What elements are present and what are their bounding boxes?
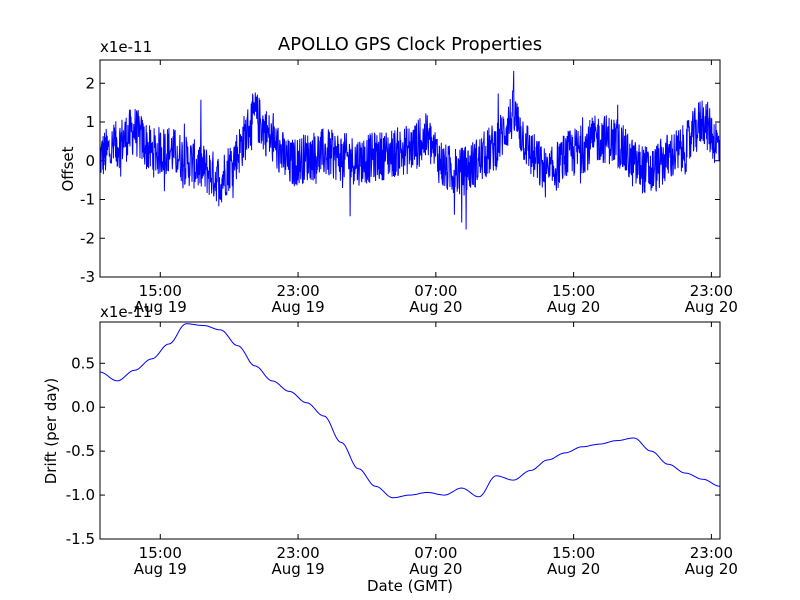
y-tick-label: 0	[85, 152, 95, 170]
x-tick-date-label: Aug 20	[409, 298, 462, 316]
x-tick-date-label: Aug 19	[134, 298, 187, 316]
x-tick-time-label: 23:00	[276, 544, 319, 562]
y-tick-label: 0.5	[71, 354, 95, 372]
drift-panel: x1e-11 Drift (per day) -1.5 -1.0 -0.5 0.0 0.…	[42, 303, 738, 578]
drift-series-line	[99, 323, 721, 499]
y-tick-label: -3	[80, 268, 95, 286]
x-tick-date-label: Aug 20	[547, 298, 600, 316]
x-tick-time-label: 07:00	[414, 282, 457, 300]
figure-title: APOLLO GPS Clock Properties	[278, 34, 542, 55]
x-tick-time-label: 15:00	[552, 544, 595, 562]
x-tick-time-label: 23:00	[690, 282, 733, 300]
offset-multiplier-text: x1e-11	[100, 38, 152, 56]
drift-ylabel: Drift (per day)	[42, 378, 60, 485]
offset-series-line	[99, 70, 721, 230]
offset-axes-frame	[99, 59, 721, 278]
x-tick-time-label: 15:00	[139, 282, 182, 300]
x-tick-date-label: Aug 19	[271, 298, 324, 316]
drift-axes-frame	[99, 321, 721, 540]
x-tick-date-label: Aug 19	[134, 560, 187, 578]
y-tick-label: 1	[85, 113, 95, 131]
offset-ylabel: Offset	[59, 146, 77, 191]
x-tick-date-label: Aug 19	[271, 560, 324, 578]
x-tick-time-label: 23:00	[276, 282, 319, 300]
x-tick-date-label: Aug 20	[547, 560, 600, 578]
x-tick-date-label: Aug 20	[685, 560, 738, 578]
y-tick-label: 0.0	[71, 398, 95, 416]
y-tick-label: -0.5	[66, 442, 95, 460]
x-tick-time-label: 23:00	[690, 544, 733, 562]
y-tick-label: -1.5	[66, 530, 95, 548]
y-tick-label: -1.0	[66, 486, 95, 504]
y-tick-label: 2	[85, 74, 95, 92]
drift-multiplier-text: x1e-11	[100, 303, 152, 321]
offset-y-ticks: -3 -2 -1 0 1 2	[80, 74, 720, 286]
y-tick-label: -1	[80, 191, 95, 209]
y-tick-label: -2	[80, 229, 95, 247]
x-tick-time-label: 15:00	[552, 282, 595, 300]
x-axis-label: Date (GMT)	[367, 577, 453, 595]
x-tick-date-label: Aug 20	[685, 298, 738, 316]
x-tick-time-label: 07:00	[414, 544, 457, 562]
x-tick-time-label: 15:00	[139, 544, 182, 562]
x-tick-date-label: Aug 20	[409, 560, 462, 578]
drift-y-ticks: -1.5 -1.0 -0.5 0.0 0.5	[66, 354, 720, 548]
